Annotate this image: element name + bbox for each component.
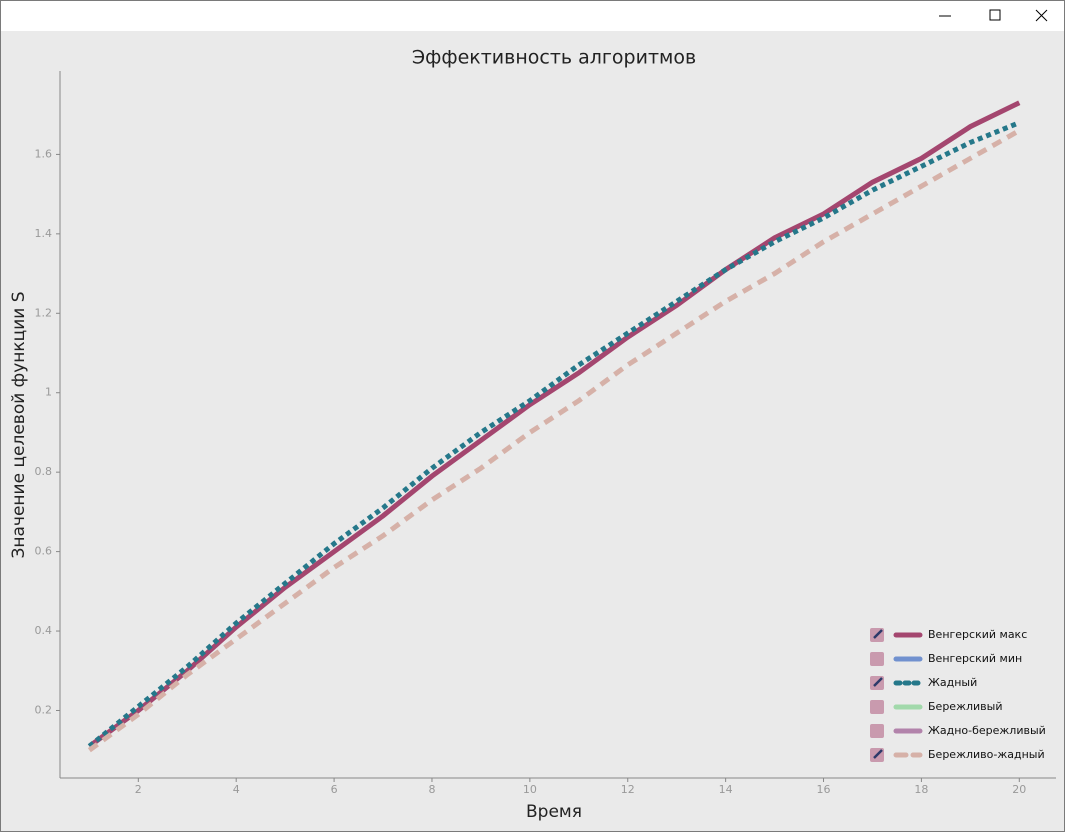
x-axis-label: Время — [526, 802, 582, 822]
x-tick-label: 10 — [523, 783, 537, 796]
y-tick-label: 0.6 — [35, 545, 53, 558]
chart-title: Эффективность алгоритмов — [412, 47, 696, 69]
legend-check[interactable] — [873, 749, 883, 759]
maximize-button[interactable] — [989, 9, 1001, 21]
close-button[interactable] — [1035, 9, 1048, 22]
legend-checkbox[interactable] — [870, 724, 884, 738]
x-tick-label: 8 — [428, 783, 435, 796]
x-tick-label: 20 — [1012, 783, 1026, 796]
y-axis-label: Значение целевой функции S — [9, 291, 29, 558]
legend-label: Бережливый — [928, 700, 1002, 713]
legend-label: Венгерский макс — [928, 628, 1027, 641]
legend-check[interactable] — [873, 677, 883, 687]
y-tick-label: 1.6 — [35, 147, 53, 160]
legend-label: Жадный — [928, 676, 977, 689]
series-line — [87, 120, 1021, 749]
x-tick-label: 6 — [331, 783, 338, 796]
legend-label: Венгерский мин — [928, 652, 1022, 665]
legend-checkbox[interactable] — [870, 700, 884, 714]
x-tick-label: 4 — [233, 783, 240, 796]
title-bar — [1, 1, 1064, 31]
y-tick-label: 0.2 — [35, 703, 53, 716]
x-tick-label: 16 — [817, 783, 831, 796]
legend-check[interactable] — [873, 629, 883, 639]
x-tick-label: 12 — [621, 783, 635, 796]
y-tick-label: 0.8 — [35, 465, 53, 478]
legend-label: Бережливо-жадный — [928, 748, 1045, 761]
legend-label: Жадно-бережливый — [928, 724, 1046, 737]
legend-checkbox[interactable] — [870, 652, 884, 666]
series-line — [87, 100, 1021, 749]
y-tick-label: 1.4 — [35, 227, 53, 240]
x-tick-label: 14 — [719, 783, 733, 796]
y-tick-label: 0.4 — [35, 624, 53, 637]
x-tick-label: 2 — [135, 783, 142, 796]
y-tick-label: 1 — [45, 386, 52, 399]
x-tick-label: 18 — [914, 783, 928, 796]
y-tick-label: 1.2 — [35, 306, 53, 319]
series-line — [87, 128, 1021, 753]
